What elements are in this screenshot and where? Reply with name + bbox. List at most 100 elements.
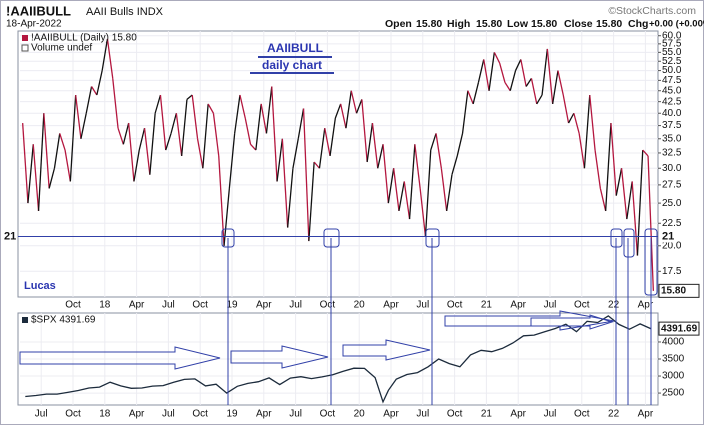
line-segment bbox=[355, 99, 363, 114]
line-segment bbox=[599, 188, 607, 212]
x-tick-label: 19 bbox=[226, 409, 238, 420]
line-segment bbox=[48, 168, 56, 189]
x-tick-label: Apr bbox=[638, 300, 654, 311]
line-segment bbox=[218, 155, 225, 246]
line-segment bbox=[583, 94, 591, 169]
line-segment bbox=[165, 133, 172, 151]
symbol-name: AAII Bulls INDX bbox=[86, 6, 164, 18]
last-value-box bbox=[658, 283, 700, 298]
annotation: Lucas bbox=[24, 280, 56, 292]
y-tick-label: 30.0 bbox=[662, 163, 682, 174]
x-tick-label: Apr bbox=[256, 409, 272, 420]
line-segment bbox=[504, 82, 511, 92]
line-segment bbox=[546, 48, 554, 104]
line-segment bbox=[589, 94, 596, 151]
x-tick-label: Apr bbox=[383, 409, 399, 420]
line-segment bbox=[212, 113, 220, 156]
legend-label: Volume undef bbox=[31, 43, 92, 54]
line-segment bbox=[329, 117, 336, 157]
line-segment bbox=[159, 94, 167, 151]
line-segment bbox=[408, 144, 416, 220]
line-segment bbox=[567, 112, 575, 124]
x-tick-label: Jul bbox=[416, 300, 429, 311]
line-segment bbox=[96, 70, 103, 96]
y-tick-label: 2500 bbox=[662, 388, 685, 399]
line-segment bbox=[393, 168, 400, 211]
x-tick-label: Apr bbox=[510, 409, 526, 420]
line-segment bbox=[80, 113, 87, 139]
x-tick-label: Jul bbox=[544, 409, 557, 420]
line-segment bbox=[446, 174, 453, 212]
y-tick-label: 37.5 bbox=[662, 120, 682, 131]
line-segment bbox=[382, 144, 389, 204]
line-segment bbox=[128, 122, 135, 182]
y-tick-label: 55.0 bbox=[662, 47, 682, 58]
y-tick-label: 3000 bbox=[662, 371, 685, 382]
y-tick-label: 52.5 bbox=[662, 56, 682, 67]
y-tick-label: 20.0 bbox=[662, 240, 682, 251]
annotations bbox=[19, 56, 658, 405]
line-segment bbox=[435, 133, 442, 169]
line-segment bbox=[297, 108, 305, 139]
symbol: !AAIIBULL bbox=[6, 3, 71, 18]
line-segment bbox=[440, 168, 448, 211]
line-segment bbox=[573, 113, 580, 134]
line-segment bbox=[377, 144, 384, 169]
x-tick-label: 20 bbox=[354, 300, 366, 311]
y-tick-label: 25.0 bbox=[662, 198, 682, 209]
line-segment bbox=[191, 94, 199, 139]
x-tick-label: 21 bbox=[481, 300, 493, 311]
line-segment bbox=[37, 113, 45, 211]
date: 18-Apr-2022 bbox=[6, 19, 62, 30]
marker-box bbox=[221, 228, 235, 248]
x-tick-label: Jul bbox=[289, 300, 302, 311]
marker-box bbox=[623, 228, 635, 258]
line-segment bbox=[106, 38, 114, 79]
line-segment bbox=[371, 122, 379, 169]
line-segment bbox=[615, 168, 623, 196]
line-segment bbox=[541, 48, 548, 96]
line-segment bbox=[488, 52, 495, 91]
quote-value: +0.00 (+0.00%) bbox=[649, 19, 704, 30]
line-segment bbox=[170, 113, 177, 134]
line-segment bbox=[85, 86, 93, 114]
x-tick-label: Oct bbox=[320, 409, 336, 420]
line-segment bbox=[265, 86, 273, 134]
line-segment bbox=[196, 138, 204, 169]
line-segment bbox=[631, 181, 639, 256]
quote-label: High bbox=[447, 18, 470, 30]
line-segment bbox=[143, 128, 151, 175]
x-tick-label: 19 bbox=[226, 300, 238, 311]
annotation: AAIIBULL bbox=[267, 41, 323, 55]
line-segment bbox=[122, 122, 130, 145]
last-value-label: 4391.69 bbox=[661, 323, 698, 334]
line-segment bbox=[610, 123, 617, 196]
line-segment bbox=[340, 103, 347, 129]
line-segment bbox=[419, 188, 427, 237]
line-segment bbox=[255, 103, 262, 151]
y-tick-label: 57.5 bbox=[662, 38, 682, 49]
line-segment bbox=[530, 78, 538, 105]
line-segment bbox=[117, 127, 124, 145]
x-tick-label: 18 bbox=[99, 409, 111, 420]
line-segment bbox=[276, 138, 283, 182]
line-segment bbox=[43, 113, 50, 189]
x-tick-label: 22 bbox=[608, 409, 620, 420]
quote-value: 15.80 bbox=[416, 18, 442, 30]
line-segment bbox=[138, 128, 146, 151]
plot-area bbox=[17, 30, 659, 298]
line-segment bbox=[234, 94, 241, 134]
x-tick-label: Jul bbox=[416, 409, 429, 420]
y-tick-label: 40.0 bbox=[662, 108, 682, 119]
line-segment bbox=[493, 52, 501, 64]
line-segment bbox=[557, 70, 564, 96]
line-segment bbox=[324, 128, 331, 157]
line-segment bbox=[424, 149, 432, 237]
line-segment bbox=[239, 94, 246, 119]
line-segment bbox=[509, 70, 517, 91]
y-tick-label: 42.5 bbox=[662, 96, 682, 107]
x-tick-label: Oct bbox=[65, 409, 81, 420]
line-segment bbox=[642, 149, 649, 157]
line-segment bbox=[514, 59, 522, 71]
x-tick-label: Jul bbox=[544, 300, 557, 311]
